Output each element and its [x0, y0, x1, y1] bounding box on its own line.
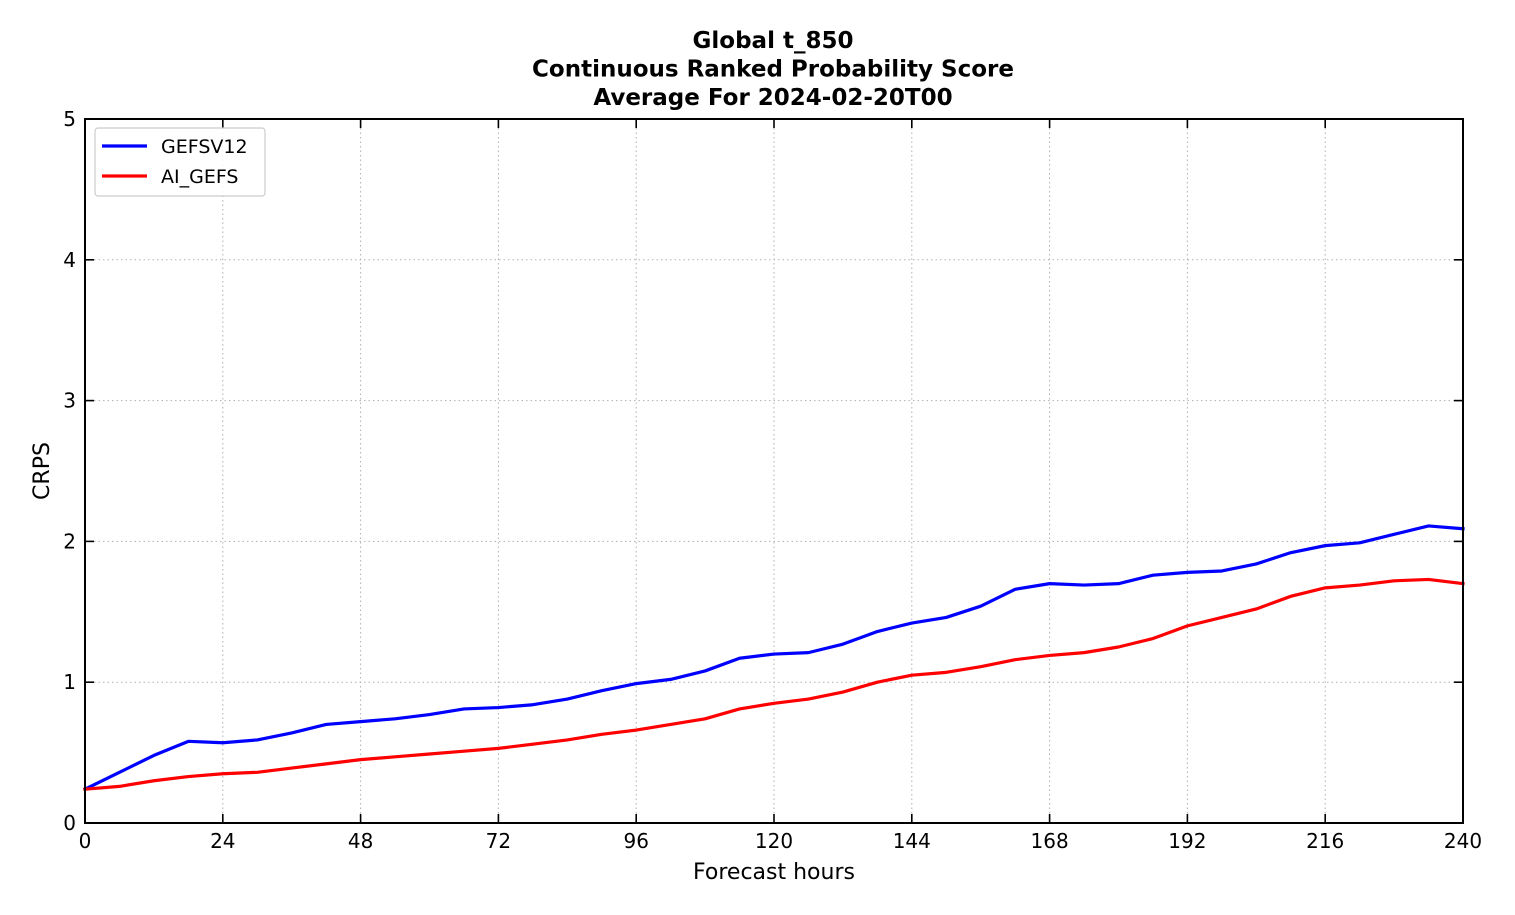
y-tick-label: 1 — [63, 670, 76, 694]
grid-lines — [85, 119, 1463, 823]
x-tick-label: 192 — [1168, 829, 1206, 853]
x-tick-label: 24 — [210, 829, 235, 853]
x-tick-labels: 0 24 48 72 96 120 144 168 192 216 240 — [79, 829, 1482, 853]
x-tick-label: 216 — [1306, 829, 1344, 853]
x-tick-label: 144 — [893, 829, 931, 853]
legend-label-gefsv12: GEFSV12 — [161, 136, 248, 158]
legend-label-ai-gefs: AI_GEFS — [161, 166, 238, 188]
x-tick-label: 48 — [348, 829, 373, 853]
series-line-ai-gefs — [83, 577, 1465, 791]
x-tick-label: 120 — [755, 829, 793, 853]
x-tick-label: 96 — [623, 829, 648, 853]
y-tick-label: 2 — [63, 529, 76, 553]
chart-title: Global t_850 Continuous Ranked Probabilit… — [532, 28, 1014, 111]
series-lines — [82, 524, 1465, 792]
chart-title-line-1: Global t_850 — [693, 28, 854, 54]
x-tick-label: 72 — [486, 829, 511, 853]
y-tick-label: 4 — [63, 248, 76, 272]
y-tick-labels: 0 1 2 3 4 5 — [63, 107, 76, 835]
y-tick-label: 3 — [63, 389, 76, 413]
legend: GEFSV12 AI_GEFS — [94, 127, 266, 197]
y-axis-label: CRPS — [30, 442, 55, 500]
chart-title-line-3: Average For 2024-02-20T00 — [593, 85, 952, 111]
y-tick-label: 0 — [63, 811, 76, 835]
y-tick-label: 5 — [63, 107, 76, 131]
x-tick-label: 0 — [79, 829, 92, 853]
chart-title-line-2: Continuous Ranked Probability Score — [532, 57, 1014, 83]
axis-ticks — [84, 118, 1464, 824]
x-axis-label: Forecast hours — [693, 860, 855, 885]
x-tick-label: 240 — [1444, 829, 1482, 853]
x-tick-label: 168 — [1031, 829, 1069, 853]
series-line-gefsv12 — [82, 524, 1465, 792]
